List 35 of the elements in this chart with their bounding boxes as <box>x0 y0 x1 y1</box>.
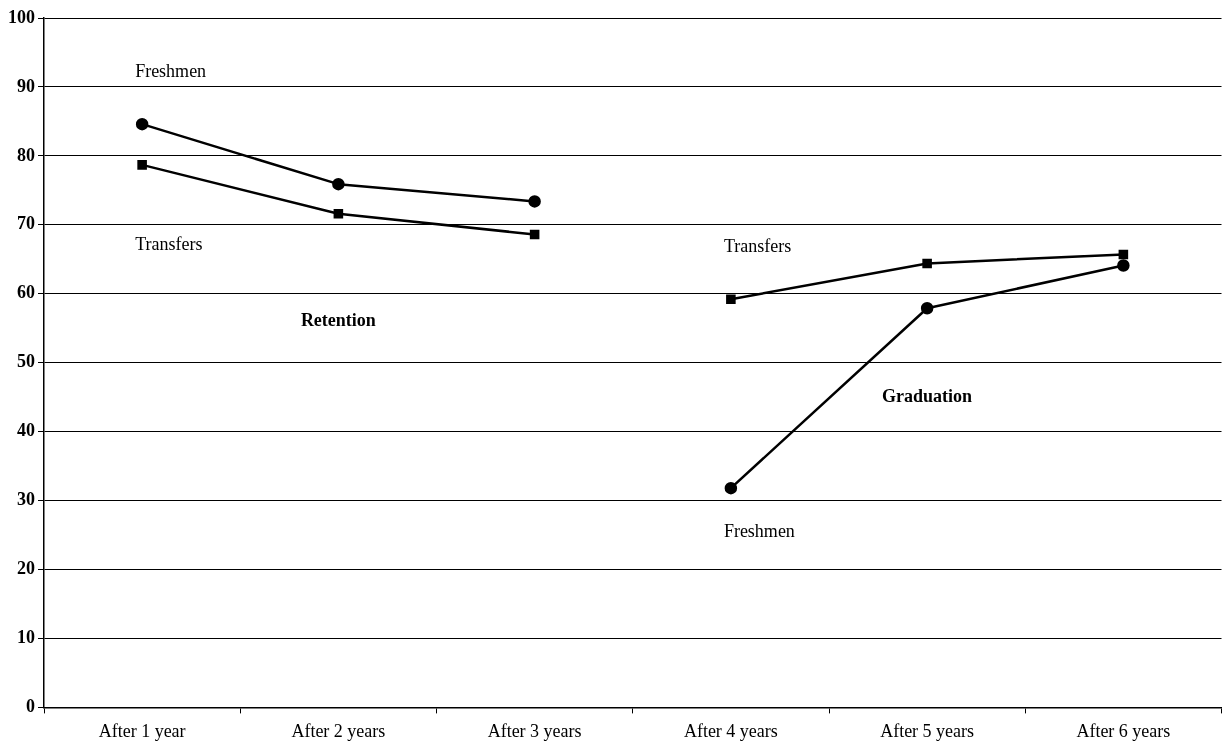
y-tick-label: 30 <box>17 489 35 510</box>
series-label: Freshmen <box>723 520 795 541</box>
y-tick-label: 20 <box>17 558 35 579</box>
y-tick-label: 70 <box>17 213 35 234</box>
text: Freshmen <box>135 60 207 81</box>
annotation: Retention <box>300 309 376 330</box>
x-tick-label: After 5 years <box>880 720 975 741</box>
series-label: Transfers <box>723 236 792 257</box>
point <box>724 481 738 495</box>
point <box>135 117 149 131</box>
y-tick-label: 50 <box>17 351 35 372</box>
x-tick-label: After 3 years <box>487 720 582 741</box>
x-tick-label: After 4 years <box>683 720 778 741</box>
text: Transfers <box>135 233 203 254</box>
y-tick-label: 60 <box>17 282 35 303</box>
y-tick-label: 0 <box>26 696 35 717</box>
point <box>333 209 344 219</box>
point <box>332 177 345 191</box>
point <box>529 229 540 240</box>
point <box>726 294 736 305</box>
x-tick-label: After 6 years <box>1076 720 1171 741</box>
x-tick-label: After 1 year <box>98 720 186 741</box>
y-tick-label: 90 <box>17 75 35 96</box>
y-tick-label: 100 <box>8 6 35 27</box>
x-tick-label: After 2 years <box>291 720 386 741</box>
point <box>922 258 932 269</box>
point <box>1117 259 1130 272</box>
y-tick-label: 40 <box>17 420 35 441</box>
y-tick-label: 10 <box>17 627 35 648</box>
annotation: Graduation <box>882 385 973 406</box>
point <box>137 160 147 170</box>
y-tick-label: 80 <box>17 144 35 165</box>
point <box>528 195 541 208</box>
point <box>920 301 934 315</box>
point <box>1118 249 1129 260</box>
